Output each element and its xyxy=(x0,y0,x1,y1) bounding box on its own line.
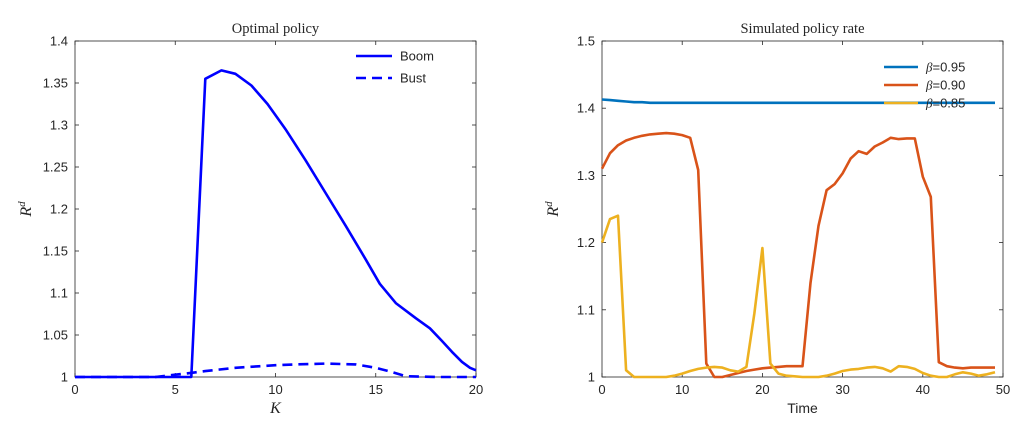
y-tick-label: 1.35 xyxy=(43,76,68,91)
chart-title: Optimal policy xyxy=(232,21,320,37)
x-tick-label: 5 xyxy=(172,382,179,397)
x-tick-label: 20 xyxy=(469,382,483,397)
x-tick-label: 10 xyxy=(268,382,282,397)
legend-label: β=0.95 xyxy=(925,60,965,75)
y-axis-label: Rd xyxy=(16,201,35,218)
x-tick-label: 0 xyxy=(71,382,78,397)
x-tick-label: 50 xyxy=(996,382,1010,397)
series-line xyxy=(600,214,996,379)
series-line xyxy=(75,69,477,379)
x-tick-label: 40 xyxy=(916,382,930,397)
series-line xyxy=(75,362,476,379)
x-tick-label: 20 xyxy=(755,382,769,397)
legend-label: β=0.85 xyxy=(925,96,965,111)
x-axis-label: K xyxy=(269,400,282,417)
y-tick-label: 1.5 xyxy=(577,34,595,49)
y-tick-label: 1.2 xyxy=(50,202,68,217)
legend-label: Boom xyxy=(400,49,434,64)
x-axis-label: Time xyxy=(787,400,818,416)
axes-box xyxy=(74,40,477,378)
legend: Boom Bust xyxy=(356,49,434,86)
x-tick-label: 0 xyxy=(598,382,605,397)
y-tick-label: 1.3 xyxy=(577,168,595,183)
y-tick-label: 1.2 xyxy=(577,235,595,250)
y-tick-label: 1.4 xyxy=(50,34,68,49)
y-tick-label: 1.3 xyxy=(50,118,68,133)
y-tick-label: 1.1 xyxy=(50,286,68,301)
series-line xyxy=(600,131,995,379)
chart-panel-2: 0 10 20 30 40 50 1 1.1 1.2 1.3 1.4 1.5 Simulated pol… xyxy=(543,21,1010,416)
y-tick-label: 1.15 xyxy=(43,244,68,259)
chart-title: Simulated policy rate xyxy=(740,21,864,37)
chart-panel-1: 0 5 10 15 20 1 1.05 1.1 1.15 1.2 1.25 1.3 1.35 1.4 Opt… xyxy=(16,21,483,417)
series-line xyxy=(601,98,995,105)
y-tick-label: 1.4 xyxy=(577,101,595,116)
y-axis-label: Rd xyxy=(543,201,562,218)
y-tick-label: 1.1 xyxy=(577,302,595,317)
y-tick-label: 1.05 xyxy=(43,328,68,343)
x-tick-label: 10 xyxy=(675,382,689,397)
legend: β=0.95 β=0.90 β=0.85 xyxy=(884,60,965,111)
y-tick-label: 1 xyxy=(588,370,595,385)
legend-label: Bust xyxy=(400,71,426,86)
x-tick-label: 15 xyxy=(369,382,383,397)
y-tick-label: 1.25 xyxy=(43,160,68,175)
x-tick-label: 30 xyxy=(835,382,849,397)
legend-label: β=0.90 xyxy=(925,78,965,93)
y-tick-label: 1 xyxy=(61,370,68,385)
